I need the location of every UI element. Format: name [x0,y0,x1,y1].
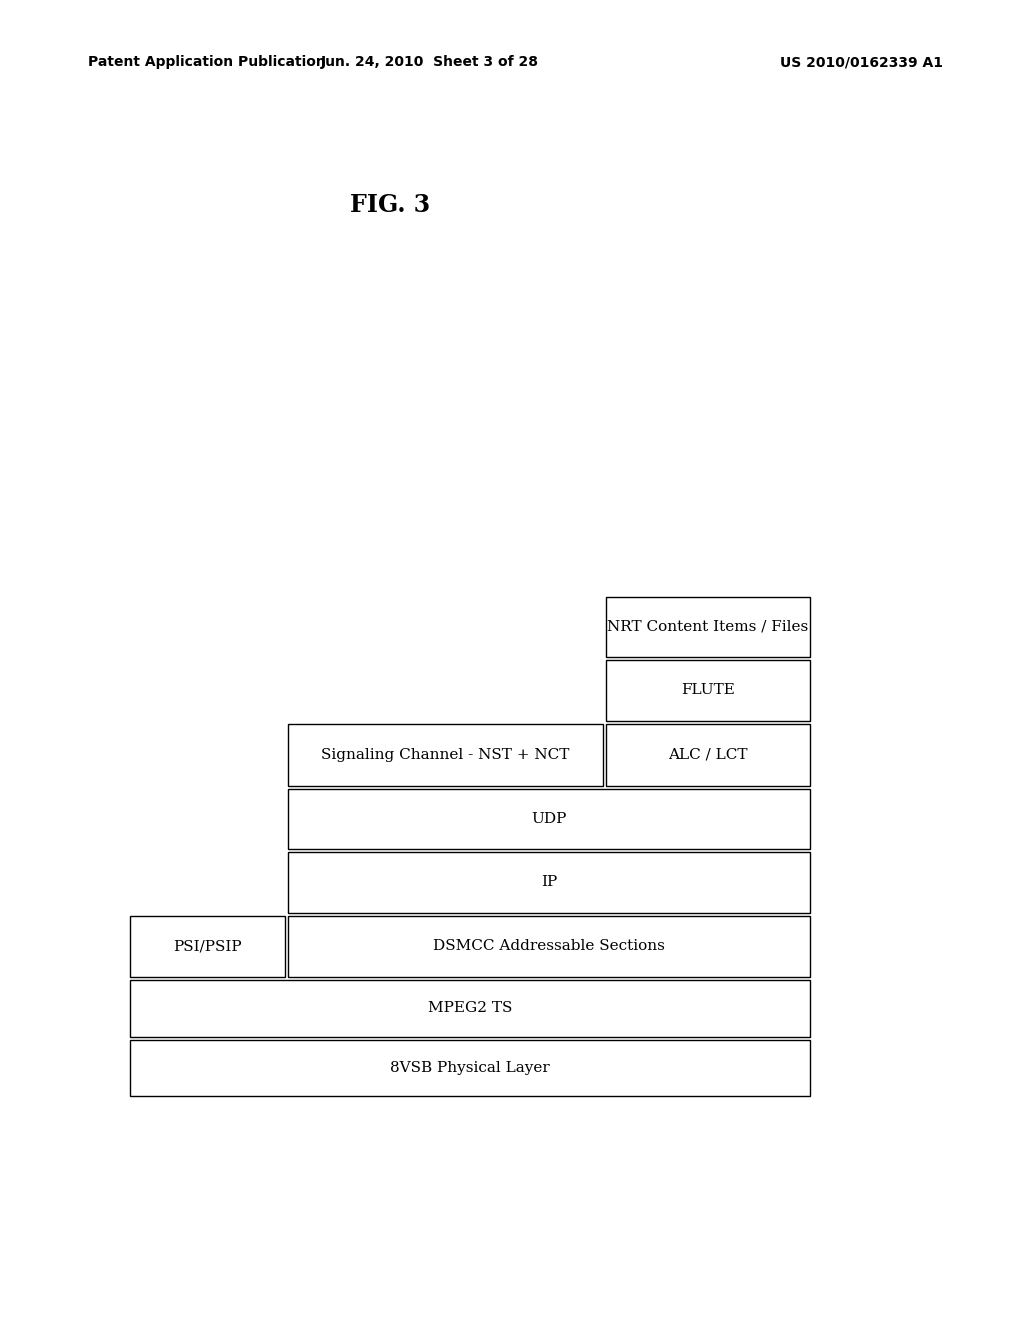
Text: MPEG2 TS: MPEG2 TS [428,1002,512,1015]
Text: DSMCC Addressable Sections: DSMCC Addressable Sections [433,940,665,953]
Text: Signaling Channel - NST + NCT: Signaling Channel - NST + NCT [322,748,569,762]
Bar [288,851,810,913]
Text: FLUTE: FLUTE [681,684,735,697]
Text: IP: IP [541,875,557,890]
Bar [130,916,285,977]
Bar [606,723,810,785]
Text: ALC / LCT: ALC / LCT [669,748,748,762]
Bar [130,979,810,1038]
Bar [288,916,810,977]
Text: NRT Content Items / Files: NRT Content Items / Files [607,620,809,634]
Bar [288,723,603,785]
Text: UDP: UDP [531,812,566,826]
Bar [606,597,810,657]
Text: US 2010/0162339 A1: US 2010/0162339 A1 [780,55,943,69]
Text: Patent Application Publication: Patent Application Publication [88,55,326,69]
Text: Jun. 24, 2010  Sheet 3 of 28: Jun. 24, 2010 Sheet 3 of 28 [321,55,539,69]
Text: PSI/PSIP: PSI/PSIP [173,940,242,953]
Bar [130,1040,810,1096]
Text: 8VSB Physical Layer: 8VSB Physical Layer [390,1061,550,1074]
Text: FIG. 3: FIG. 3 [350,193,430,216]
Bar [288,789,810,849]
Bar [606,660,810,721]
